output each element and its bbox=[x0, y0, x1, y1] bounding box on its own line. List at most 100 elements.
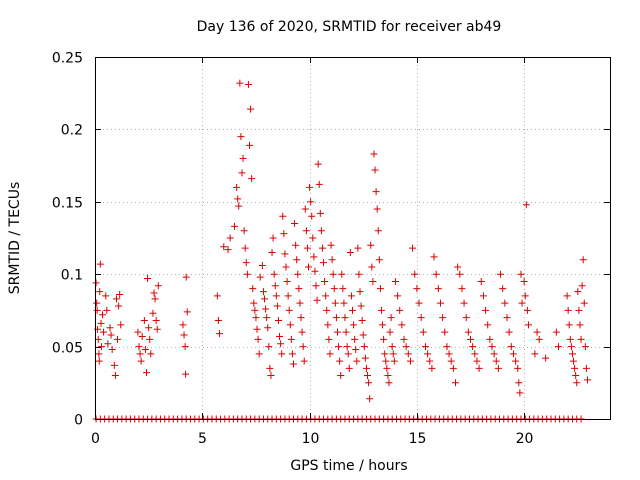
data-point bbox=[224, 246, 232, 254]
data-point bbox=[241, 244, 249, 252]
data-point bbox=[488, 343, 496, 351]
data-point bbox=[261, 295, 269, 303]
data-point bbox=[515, 379, 523, 387]
data-point bbox=[106, 324, 114, 332]
data-point bbox=[297, 314, 305, 322]
data-point bbox=[439, 314, 447, 322]
x-tick-label: 20 bbox=[516, 431, 534, 447]
data-point bbox=[368, 263, 376, 271]
data-point bbox=[441, 328, 449, 336]
data-point bbox=[361, 354, 369, 362]
data-point bbox=[144, 275, 152, 283]
data-point bbox=[238, 169, 246, 177]
data-point bbox=[394, 292, 402, 300]
data-point bbox=[332, 314, 340, 322]
data-point bbox=[316, 209, 324, 217]
data-point bbox=[117, 321, 125, 329]
data-point bbox=[115, 302, 123, 310]
data-point bbox=[520, 277, 528, 285]
data-point bbox=[181, 343, 189, 351]
data-point bbox=[242, 259, 250, 267]
data-point bbox=[179, 321, 187, 329]
data-point bbox=[386, 328, 394, 336]
data-point bbox=[570, 357, 578, 365]
data-point bbox=[100, 328, 108, 336]
data-point bbox=[494, 364, 502, 372]
data-point bbox=[252, 314, 260, 322]
data-point bbox=[183, 308, 191, 316]
data-point bbox=[97, 319, 105, 327]
data-point bbox=[458, 285, 466, 293]
y-tick-label: 0.1 bbox=[61, 268, 83, 284]
data-point bbox=[99, 311, 107, 319]
data-point bbox=[409, 244, 417, 252]
data-point bbox=[371, 166, 379, 174]
data-point bbox=[116, 290, 124, 298]
data-point bbox=[153, 325, 161, 333]
data-point bbox=[542, 354, 550, 362]
data-point bbox=[417, 314, 425, 322]
data-point bbox=[274, 317, 282, 325]
data-point bbox=[447, 357, 455, 365]
data-point bbox=[501, 299, 509, 307]
data-point bbox=[555, 343, 562, 351]
data-point bbox=[226, 234, 234, 242]
data-point bbox=[428, 364, 436, 372]
data-point bbox=[404, 350, 412, 358]
data-point bbox=[235, 202, 243, 210]
data-point bbox=[573, 379, 581, 387]
data-point bbox=[286, 321, 294, 329]
data-point bbox=[253, 325, 261, 333]
data-point bbox=[522, 201, 530, 209]
data-point bbox=[96, 288, 104, 296]
data-point bbox=[385, 379, 393, 387]
data-point bbox=[272, 292, 280, 300]
data-point bbox=[309, 234, 317, 242]
data-point bbox=[268, 248, 276, 256]
data-point bbox=[568, 350, 576, 358]
data-point bbox=[432, 270, 440, 278]
data-point bbox=[312, 282, 320, 290]
data-point bbox=[445, 350, 453, 358]
data-point bbox=[336, 357, 344, 365]
data-point bbox=[406, 357, 414, 365]
data-point bbox=[220, 243, 228, 251]
data-point bbox=[321, 277, 329, 285]
data-point bbox=[282, 263, 290, 271]
data-point bbox=[311, 267, 319, 275]
data-point bbox=[572, 372, 580, 380]
data-point bbox=[306, 183, 314, 191]
y-tick-label: 0 bbox=[74, 413, 83, 429]
data-point bbox=[341, 314, 349, 322]
y-axis-label: SRMTID / TECUs bbox=[7, 182, 23, 295]
data-point bbox=[518, 299, 526, 307]
data-point bbox=[328, 256, 336, 264]
data-point bbox=[114, 335, 122, 343]
data-point bbox=[473, 357, 481, 365]
data-point bbox=[388, 343, 396, 351]
data-point bbox=[436, 299, 444, 307]
data-point bbox=[362, 364, 370, 372]
data-point bbox=[516, 389, 524, 397]
data-point bbox=[424, 350, 432, 358]
data-point bbox=[215, 330, 223, 338]
data-point bbox=[237, 133, 245, 141]
data-point bbox=[291, 220, 299, 228]
data-point bbox=[254, 335, 262, 343]
data-point bbox=[313, 296, 321, 304]
data-point bbox=[514, 364, 522, 372]
data-point bbox=[288, 350, 296, 358]
data-point bbox=[300, 357, 308, 365]
data-point bbox=[374, 227, 382, 235]
data-point bbox=[251, 306, 259, 314]
data-point bbox=[580, 299, 588, 307]
data-point bbox=[325, 335, 333, 343]
data-point bbox=[456, 270, 464, 278]
x-tick-labels: 0 5 10 15 20 bbox=[91, 431, 533, 447]
data-point bbox=[289, 360, 297, 368]
data-point bbox=[482, 306, 490, 314]
data-point bbox=[276, 332, 284, 340]
data-point bbox=[390, 357, 398, 365]
data-point bbox=[147, 350, 155, 358]
